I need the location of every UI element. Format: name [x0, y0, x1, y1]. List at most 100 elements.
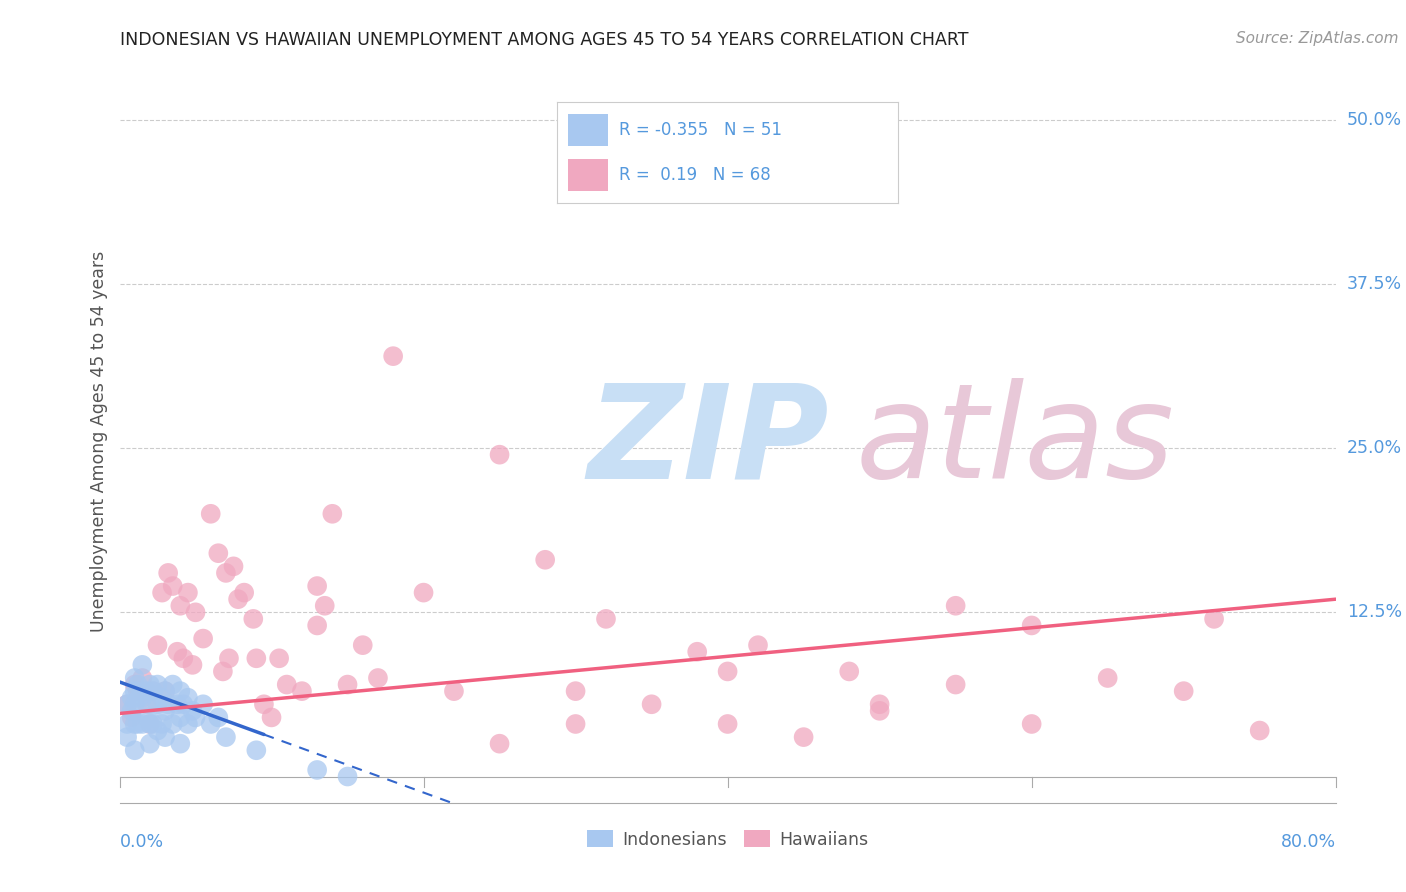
Text: atlas: atlas — [855, 378, 1174, 505]
Point — [121, 704, 143, 718]
Point — [260, 710, 283, 724]
Point — [184, 605, 207, 619]
Point — [191, 632, 214, 646]
Point — [321, 507, 343, 521]
Point — [207, 546, 229, 560]
Point — [153, 684, 176, 698]
Point — [128, 690, 150, 705]
Point — [131, 671, 153, 685]
Point — [177, 585, 200, 599]
Point — [181, 657, 204, 672]
Point — [131, 657, 153, 672]
Point — [146, 677, 169, 691]
Point — [135, 698, 157, 712]
Point — [162, 717, 184, 731]
Point — [717, 665, 740, 679]
Point — [443, 684, 465, 698]
Point — [291, 684, 314, 698]
Point — [153, 704, 176, 718]
Point — [945, 599, 967, 613]
Point — [124, 698, 146, 712]
Point — [352, 638, 374, 652]
Text: ZIP: ZIP — [588, 378, 830, 505]
Point — [124, 671, 146, 685]
Point — [1021, 618, 1043, 632]
Point — [169, 710, 191, 724]
Point — [115, 698, 138, 712]
Point — [169, 737, 191, 751]
Point — [640, 698, 662, 712]
Point — [253, 698, 276, 712]
Point — [314, 599, 336, 613]
Point — [153, 730, 176, 744]
Point — [564, 717, 586, 731]
Point — [307, 763, 329, 777]
Point — [150, 585, 173, 599]
Point — [146, 698, 169, 712]
Point — [139, 737, 162, 751]
Point — [245, 743, 267, 757]
Point — [215, 730, 238, 744]
Point — [200, 717, 222, 731]
Point — [367, 671, 389, 685]
Point — [382, 349, 405, 363]
Point — [150, 717, 173, 731]
Point — [139, 677, 162, 691]
Point — [212, 665, 235, 679]
Point — [127, 677, 149, 691]
Point — [172, 698, 194, 712]
Text: Source: ZipAtlas.com: Source: ZipAtlas.com — [1236, 31, 1399, 46]
Point — [207, 710, 229, 724]
Legend: Indonesians, Hawaiians: Indonesians, Hawaiians — [581, 823, 875, 855]
Point — [124, 743, 146, 757]
Point — [534, 553, 557, 567]
Point — [717, 717, 740, 731]
Text: 80.0%: 80.0% — [1281, 833, 1336, 851]
Point — [793, 730, 815, 744]
Point — [124, 717, 146, 731]
Point — [1249, 723, 1271, 738]
Point — [336, 770, 359, 784]
Point — [838, 665, 860, 679]
Point — [595, 612, 617, 626]
Point — [115, 698, 138, 712]
Point — [142, 717, 165, 731]
Point — [162, 579, 184, 593]
Point — [191, 698, 214, 712]
Point — [157, 698, 180, 712]
Text: 37.5%: 37.5% — [1347, 275, 1402, 293]
Point — [115, 730, 138, 744]
Point — [218, 651, 240, 665]
Point — [146, 723, 169, 738]
Point — [336, 677, 359, 691]
Point — [869, 704, 891, 718]
Point — [166, 698, 188, 712]
Point — [1173, 684, 1195, 698]
Point — [276, 677, 298, 691]
Point — [146, 638, 169, 652]
Point — [242, 612, 264, 626]
Point — [142, 684, 165, 698]
Point — [135, 684, 157, 698]
Point — [166, 645, 188, 659]
Point — [124, 684, 146, 698]
Point — [172, 651, 194, 665]
Point — [1204, 612, 1226, 626]
Point — [131, 690, 153, 705]
Point — [488, 448, 510, 462]
Point — [127, 684, 149, 698]
Point — [177, 690, 200, 705]
Point — [177, 717, 200, 731]
Text: 12.5%: 12.5% — [1347, 603, 1402, 622]
Point — [181, 704, 204, 718]
Point — [153, 684, 176, 698]
Point — [124, 677, 146, 691]
Point — [139, 698, 162, 712]
Text: 0.0%: 0.0% — [120, 833, 163, 851]
Point — [686, 645, 709, 659]
Point — [142, 684, 165, 698]
Point — [131, 717, 153, 731]
Point — [945, 677, 967, 691]
Point — [1097, 671, 1119, 685]
Text: INDONESIAN VS HAWAIIAN UNEMPLOYMENT AMONG AGES 45 TO 54 YEARS CORRELATION CHART: INDONESIAN VS HAWAIIAN UNEMPLOYMENT AMON… — [120, 31, 967, 49]
